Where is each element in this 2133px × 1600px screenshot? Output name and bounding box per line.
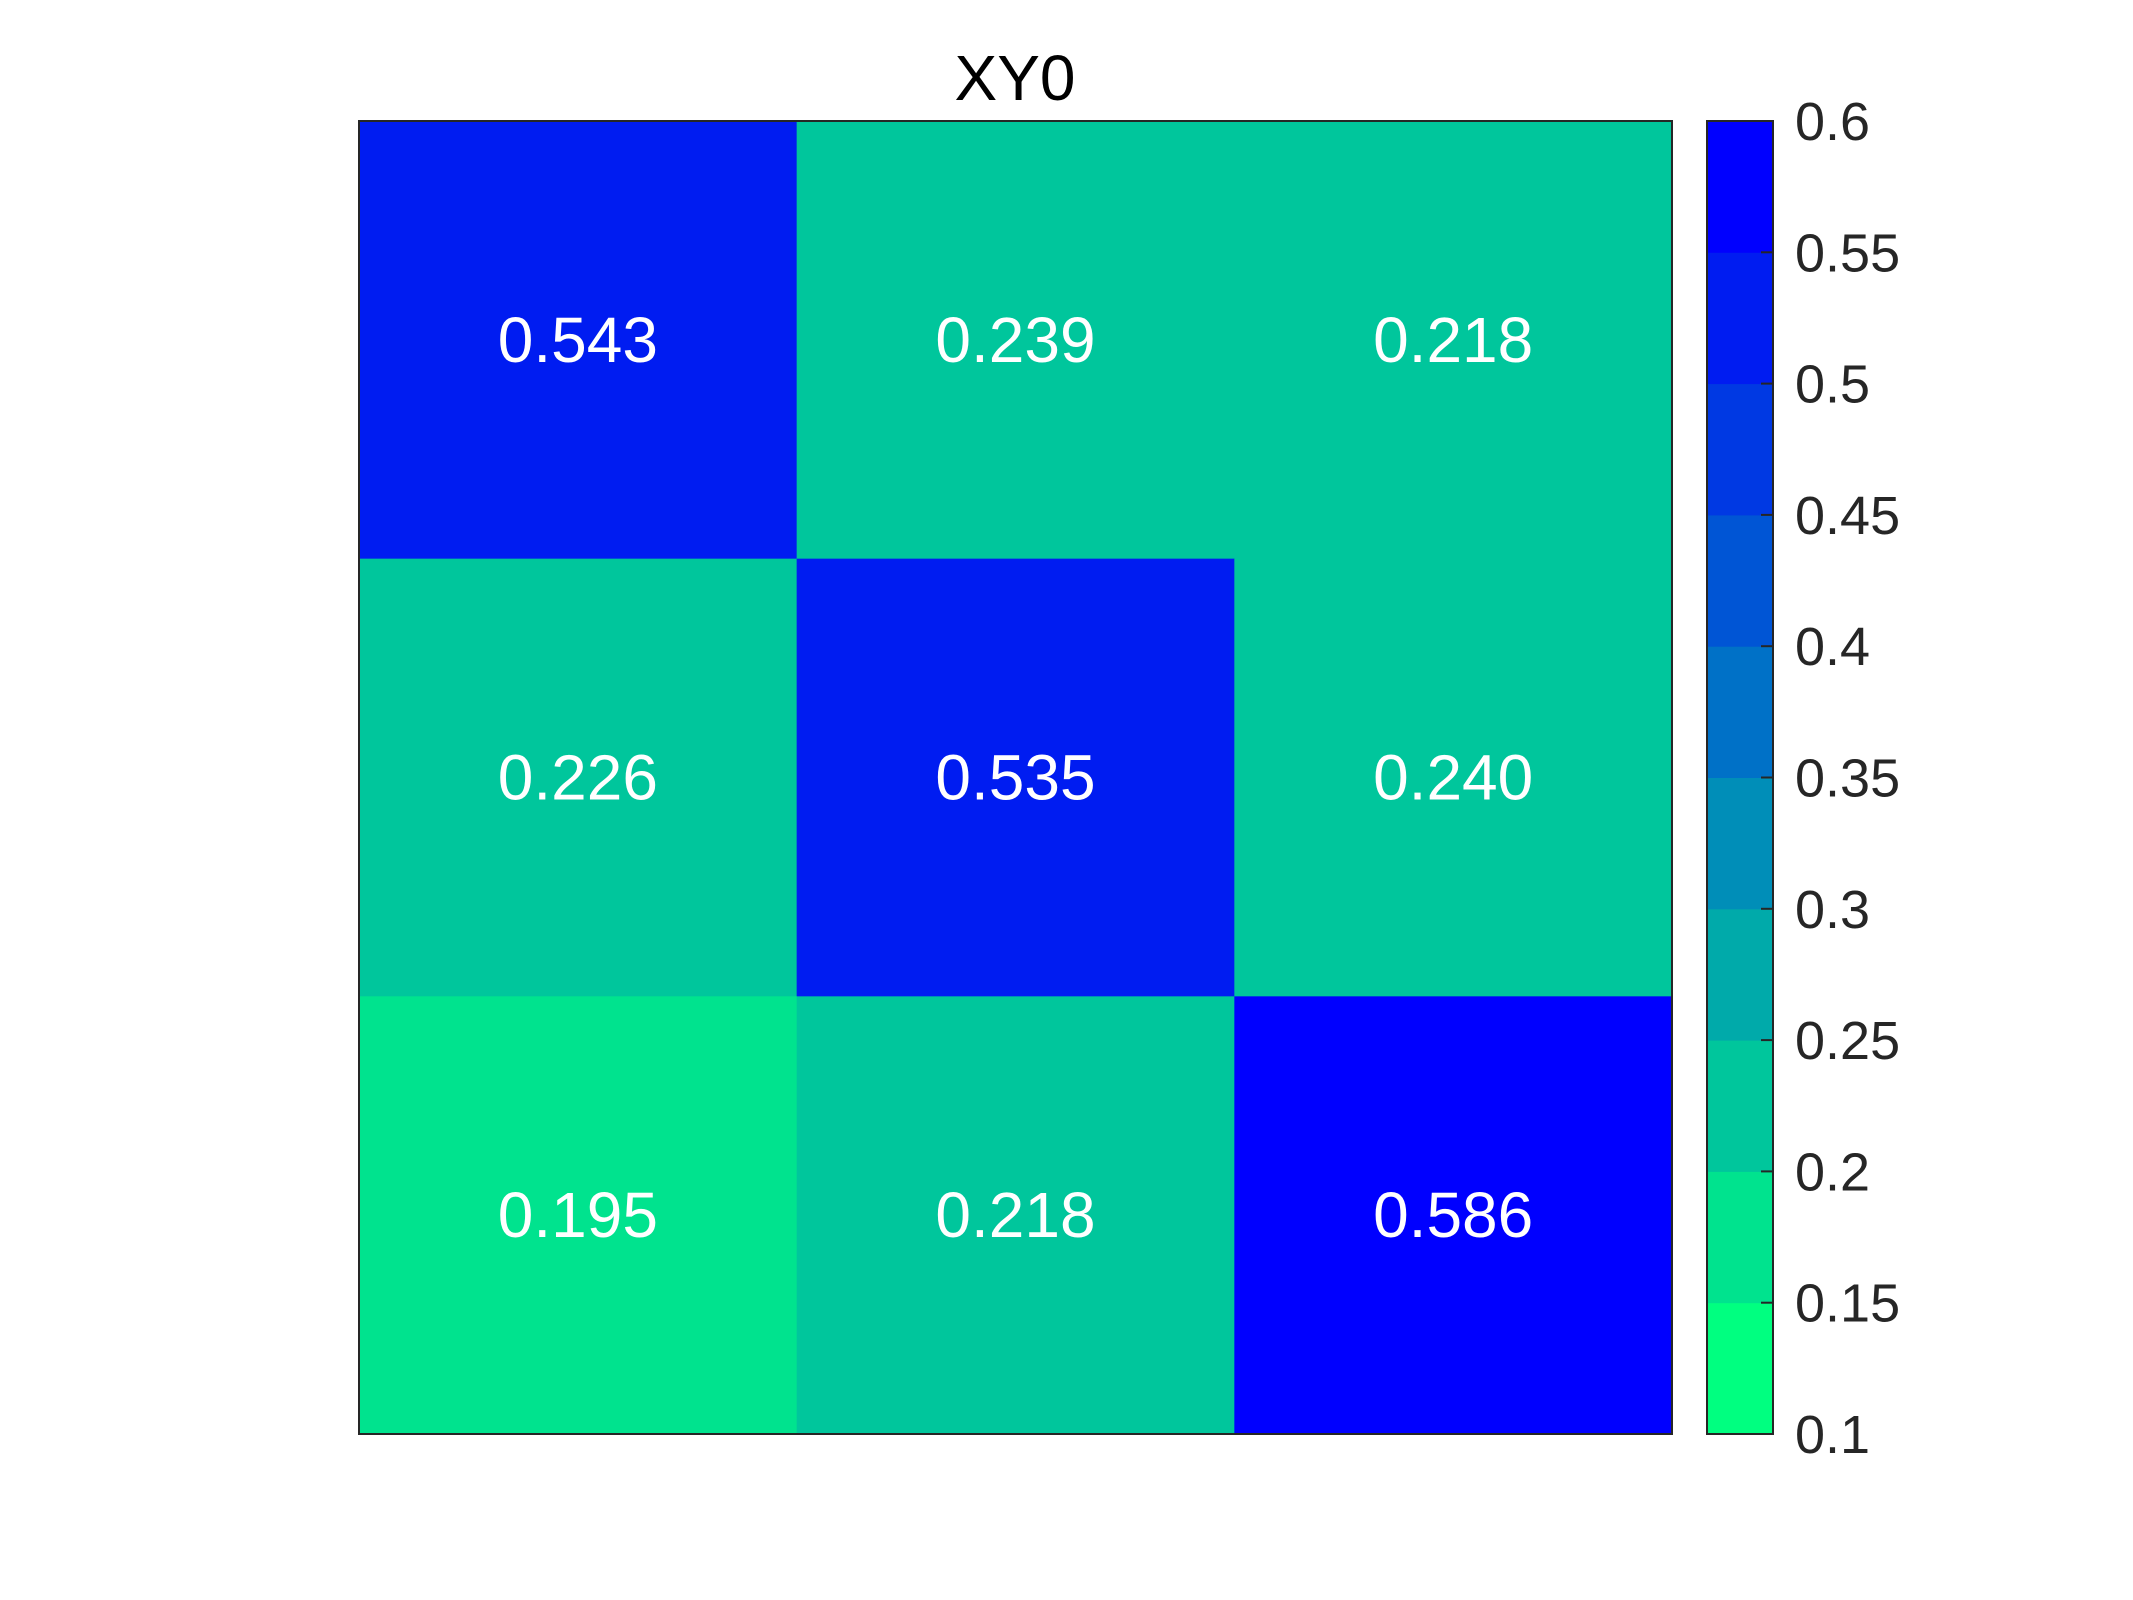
colorbar-tick-label: 0.25 <box>1795 1011 1900 1071</box>
colorbar-tick-label: 0.3 <box>1795 880 1870 940</box>
cell-value-label: 0.535 <box>935 742 1095 814</box>
colorbar-tick-label: 0.6 <box>1795 92 1870 152</box>
heatmap-cell <box>796 558 1235 997</box>
colorbar-segment <box>1707 908 1773 1041</box>
cell-value-label: 0.239 <box>935 304 1095 376</box>
cell-value-label: 0.543 <box>498 304 658 376</box>
colorbar-segment <box>1707 1171 1773 1304</box>
colorbar-segment <box>1707 383 1773 516</box>
colorbar-segment <box>1707 1040 1773 1172</box>
colorbar-tick-label: 0.2 <box>1795 1142 1870 1202</box>
colorbar-segment <box>1707 646 1773 778</box>
cell-value-label: 0.195 <box>498 1179 658 1251</box>
cell-value-label: 0.240 <box>1373 742 1533 814</box>
cell-value-label: 0.218 <box>935 1179 1095 1251</box>
colorbar-segment <box>1707 252 1773 385</box>
colorbar-segment <box>1707 121 1773 253</box>
cell-value-label: 0.586 <box>1373 1179 1533 1251</box>
heatmap-cell <box>1234 558 1673 997</box>
colorbar-tick-label: 0.35 <box>1795 749 1900 809</box>
cell-value-label: 0.226 <box>498 742 658 814</box>
colorbar-tick-label: 0.55 <box>1795 223 1900 283</box>
heatmap-cell <box>359 558 798 997</box>
colorbar-tick-label: 0.1 <box>1795 1405 1870 1465</box>
colorbar: 0.1 0.15 0.2 0.25 0.3 0.35 0.4 0.45 0.5 0.55 0.6 <box>1706 92 1900 1465</box>
heatmap-cell <box>359 121 798 560</box>
heatmap-cell <box>1234 121 1673 560</box>
plot-frame <box>358 120 1673 1435</box>
colorbar-tick-label: 0.45 <box>1795 486 1900 546</box>
colorbar-tick-label: 0.4 <box>1795 617 1870 677</box>
cell-value-label: 0.218 <box>1373 304 1533 376</box>
colorbar-tick-label: 0.15 <box>1795 1274 1900 1334</box>
colorbar-segment <box>1707 514 1773 647</box>
heatmap-cell <box>796 121 1235 560</box>
colorbar-segment <box>1707 1302 1773 1435</box>
heatmap-cell <box>359 996 798 1435</box>
chart-title: XY0 <box>955 42 1076 114</box>
colorbar-segment <box>1707 777 1773 910</box>
heatmap-cell <box>1234 996 1673 1435</box>
heatmap-cell <box>796 996 1235 1435</box>
colorbar-tick-label: 0.5 <box>1795 355 1870 415</box>
heatmap-grid: 0.543 0.239 0.218 0.226 0.535 0.240 0.195 0.218… <box>359 121 1673 1435</box>
